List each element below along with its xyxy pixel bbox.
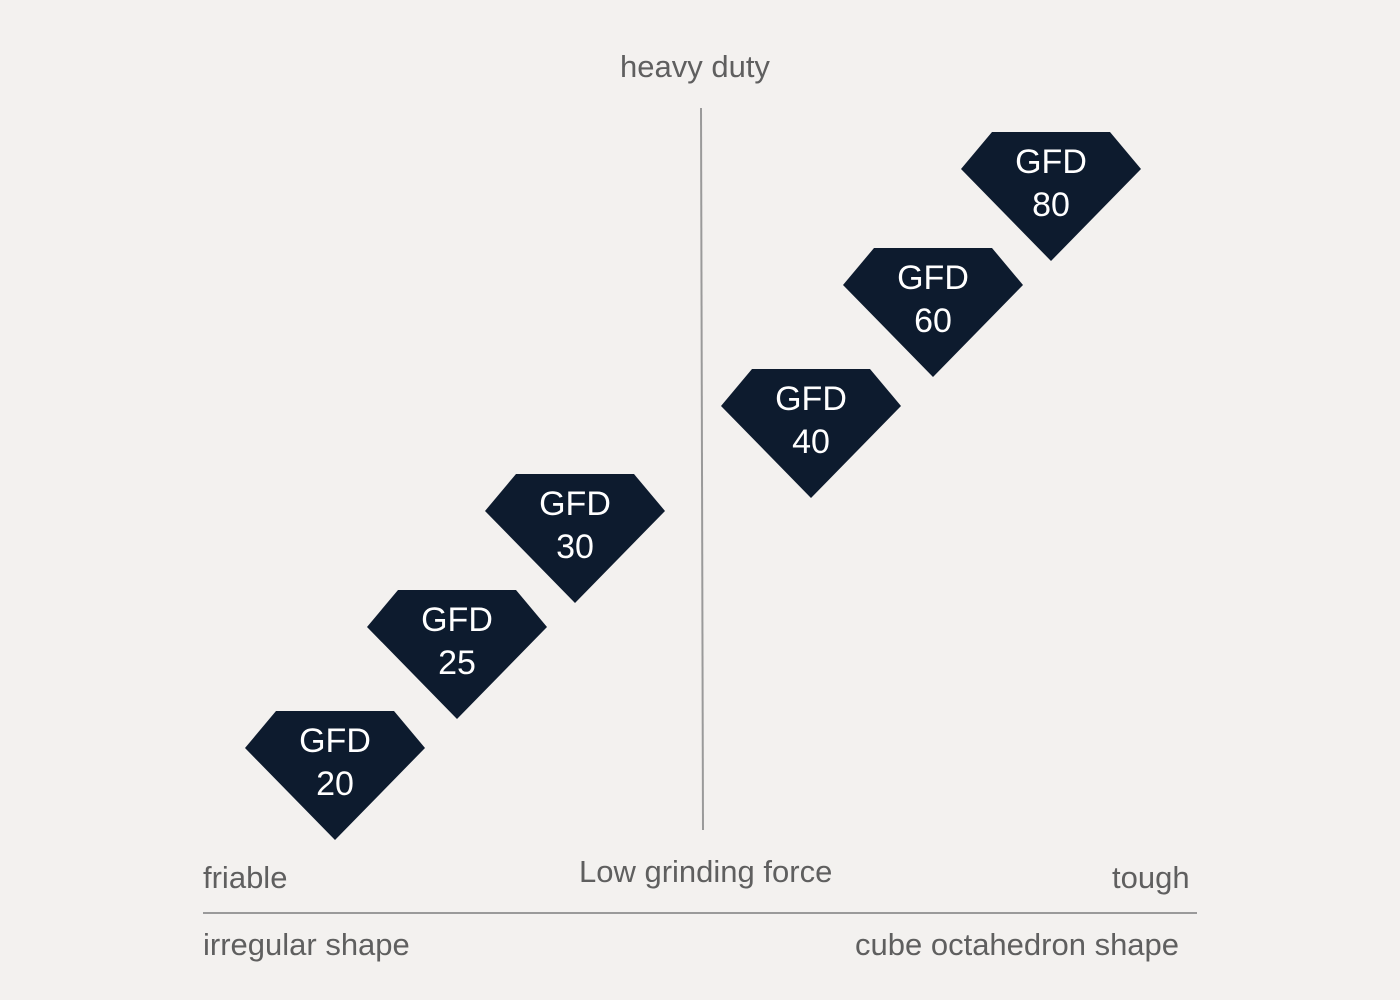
- gem-grade-label: 80: [1032, 186, 1070, 224]
- gem-badge-60: GFD 60: [843, 248, 1023, 377]
- gem-name-label: GFD: [421, 601, 493, 639]
- gem-name-label: GFD: [897, 259, 969, 297]
- gem-grade-label: 20: [316, 765, 354, 803]
- gem-badge-80: GFD 80: [961, 132, 1141, 261]
- diamond-shape: [485, 474, 665, 603]
- cube-octahedron-shape-label: cube octahedron shape: [855, 927, 1180, 962]
- vertical-divider: [700, 107, 704, 831]
- diamond-shape: [843, 248, 1023, 377]
- heavy-duty-label: heavy duty: [620, 49, 770, 84]
- diamond-shape: [961, 132, 1141, 261]
- gem-grade-label: 30: [556, 528, 594, 566]
- irregular-shape-label: irregular shape: [203, 927, 410, 962]
- low-grinding-force-label: Low grinding force: [579, 854, 833, 889]
- tough-label: tough: [1112, 860, 1190, 895]
- gem-badge-25: GFD 25: [367, 590, 547, 719]
- gem-grade-label: 40: [792, 423, 830, 461]
- gem-name-label: GFD: [775, 380, 847, 418]
- gem-name-label: GFD: [539, 485, 611, 523]
- gem-badge-40: GFD 40: [721, 369, 901, 498]
- diamond-shape: [367, 590, 547, 719]
- gem-grade-label: 60: [914, 302, 952, 340]
- diamond-shape: [721, 369, 901, 498]
- friable-label: friable: [203, 860, 288, 895]
- gem-grade-label: 25: [438, 644, 476, 682]
- gem-name-label: GFD: [1015, 143, 1087, 181]
- gem-name-label: GFD: [299, 722, 371, 760]
- gem-badge-20: GFD 20: [245, 711, 425, 840]
- gem-badge-30: GFD 30: [485, 474, 665, 603]
- diamond-shape: [245, 711, 425, 840]
- gems-layer: GFD 20 GFD 25 GFD 30 GFD 40 GFD 60 GFD 80: [245, 132, 1141, 840]
